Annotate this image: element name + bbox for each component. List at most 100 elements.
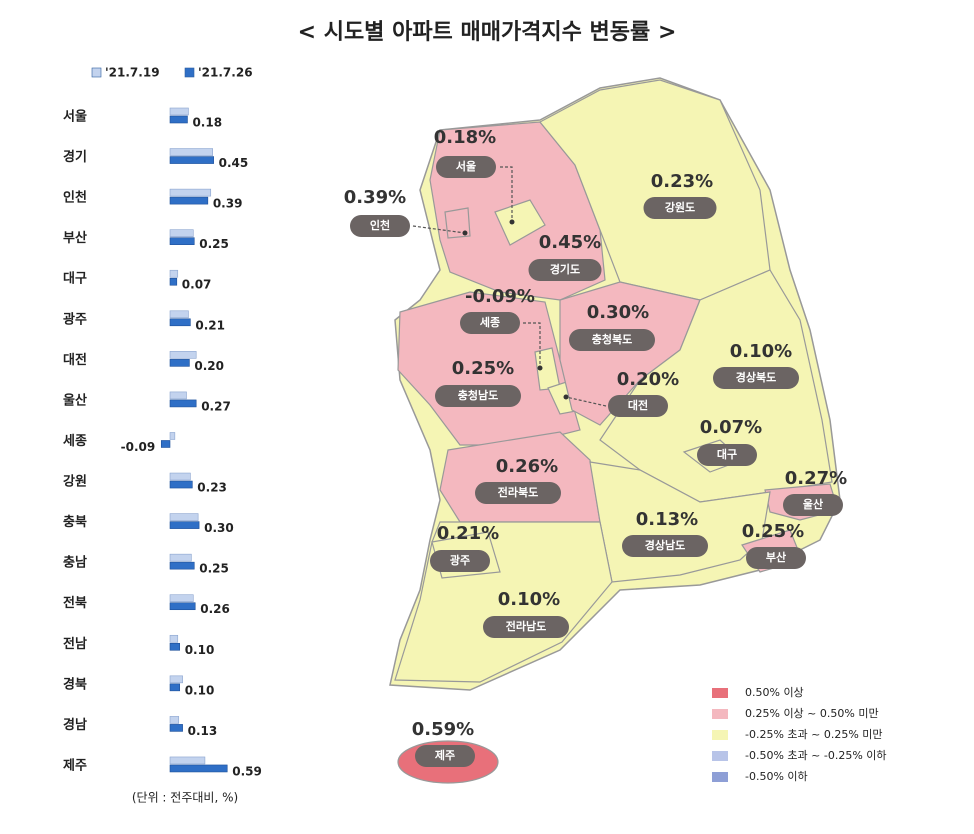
value-label: 0.25	[199, 562, 229, 576]
bar	[169, 359, 190, 367]
category-label: 경기	[63, 149, 87, 165]
region-name: 세종	[480, 315, 500, 329]
category-label: 세종	[63, 434, 87, 449]
value-label: 0.20	[194, 359, 224, 373]
value-label: 0.10	[185, 683, 215, 697]
region-pill	[622, 535, 708, 557]
bar	[169, 513, 199, 521]
region-pill	[569, 329, 655, 351]
region-name: 경기도	[550, 262, 580, 276]
region-name: 경상북도	[736, 370, 776, 384]
bar	[160, 440, 171, 448]
bar	[169, 683, 180, 692]
category-label: 충남	[63, 555, 87, 571]
region-pill	[430, 550, 490, 572]
legend-swatch	[712, 730, 728, 740]
bar	[169, 756, 206, 765]
region-pill	[697, 444, 757, 466]
region-value: 0.45%	[539, 232, 601, 253]
region	[444, 207, 471, 239]
region-pill	[528, 259, 602, 281]
value-label: 0.21	[195, 318, 225, 332]
category-label: 부산	[63, 230, 87, 246]
region-value: 0.18%	[434, 127, 496, 148]
map	[389, 77, 841, 784]
region-pill	[475, 482, 561, 504]
category-label: 대전	[63, 352, 87, 368]
value-label: 0.39	[213, 197, 243, 211]
region-name: 경상남도	[645, 538, 685, 552]
region-pill	[460, 312, 520, 334]
bar	[169, 764, 228, 773]
bar	[169, 188, 212, 197]
region-pill	[746, 547, 806, 569]
legend-swatch	[712, 751, 728, 761]
connector-dot	[462, 230, 468, 236]
labels: 서울 0.18% 인천 0.39% 경기도 0.45% 강원도 0.23% 세종 -0.09% 충청…	[344, 127, 847, 767]
value-label: 0.59	[232, 764, 262, 778]
region-value: 0.23%	[651, 171, 713, 192]
value-label: 0.10	[185, 643, 215, 657]
region-value: 0.10%	[730, 341, 792, 362]
region-value: 0.13%	[636, 509, 698, 530]
region-pill	[483, 616, 569, 638]
region-name: 대전	[628, 398, 648, 412]
region-value: 0.30%	[587, 302, 649, 323]
bar	[169, 391, 187, 400]
value-label: 0.13	[188, 724, 218, 738]
category-label: 충북	[63, 514, 87, 530]
value-label: -0.09	[121, 440, 156, 454]
legend-swatch	[184, 67, 195, 78]
legend-label: '21.7.19	[105, 66, 160, 80]
legend-label: -0.50% 초과 ~ -0.25% 이하	[745, 748, 887, 762]
bar	[169, 432, 176, 440]
region-name: 전라북도	[498, 485, 538, 499]
bar	[169, 269, 179, 278]
value-label: 0.26	[200, 602, 230, 616]
region-value: 0.25%	[452, 358, 514, 379]
bar	[169, 237, 195, 245]
region-pill	[713, 367, 799, 389]
connector-dot	[509, 219, 515, 225]
category-label: 경남	[63, 717, 87, 733]
category-label: 경북	[63, 676, 87, 692]
category-label: 울산	[63, 392, 87, 408]
bar	[169, 472, 191, 481]
region-name: 대구	[717, 447, 737, 461]
region-value: 0.25%	[742, 521, 804, 542]
region-name: 인천	[370, 218, 390, 232]
region-value: 0.26%	[496, 456, 558, 477]
value-label: 0.07	[182, 278, 212, 292]
connector-dot	[537, 365, 543, 371]
legend-label: -0.25% 초과 ~ 0.25% 미만	[745, 728, 883, 741]
bar	[169, 229, 194, 237]
connector	[565, 396, 607, 407]
bar	[169, 561, 195, 570]
bar	[169, 399, 197, 408]
region-name: 충청북도	[592, 332, 632, 346]
legend-label: 0.25% 이상 ~ 0.50% 미만	[745, 707, 879, 720]
category-label: 인천	[63, 190, 87, 206]
bar	[169, 115, 188, 124]
bar	[169, 594, 194, 603]
region-pill	[608, 395, 668, 417]
category-label: 전북	[63, 595, 87, 611]
category-label: 대구	[63, 272, 87, 287]
category-label: 제주	[63, 758, 87, 773]
connector	[412, 225, 466, 234]
connector	[500, 166, 513, 222]
value-label: 0.30	[204, 521, 234, 535]
bar	[169, 716, 180, 724]
region-value: 0.59%	[412, 719, 474, 740]
title: < 시도별 아파트 매매가격지수 변동률 >	[298, 20, 677, 45]
region-name: 부산	[766, 550, 786, 564]
bar	[169, 318, 191, 327]
bar	[169, 521, 200, 529]
region-pill	[350, 215, 410, 237]
bar	[169, 724, 183, 732]
bar	[169, 156, 214, 164]
value-label: 0.45	[219, 156, 249, 170]
bar	[169, 634, 179, 643]
category-label: 전남	[63, 636, 87, 652]
region-name: 전라남도	[506, 619, 546, 633]
